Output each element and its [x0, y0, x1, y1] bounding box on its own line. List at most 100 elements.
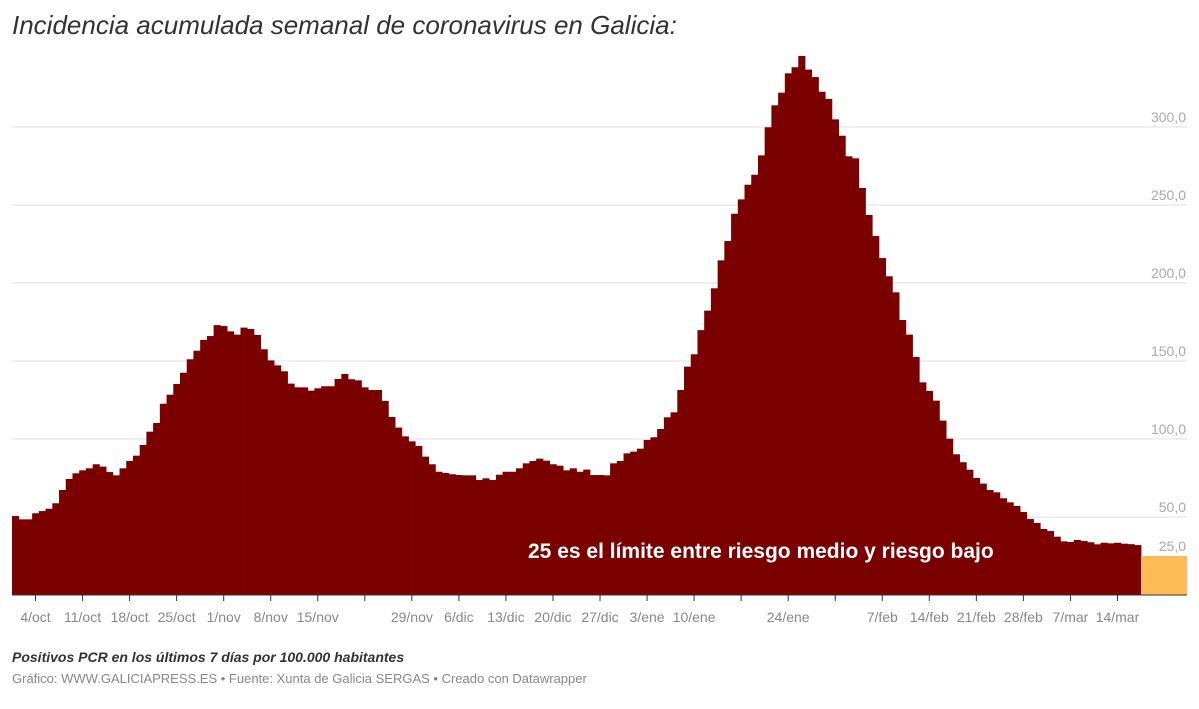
threshold-band — [1141, 556, 1187, 595]
bar — [972, 478, 981, 595]
bar — [885, 276, 893, 595]
bar — [1053, 536, 1061, 595]
bar — [321, 386, 329, 595]
bar — [421, 456, 430, 595]
bar — [1067, 541, 1075, 595]
bar — [45, 508, 53, 595]
bar — [341, 373, 349, 595]
bar — [38, 511, 46, 595]
y-tick-label: 150,0 — [1151, 343, 1186, 359]
bar — [1060, 541, 1068, 595]
bar — [610, 463, 618, 595]
bar — [1033, 522, 1041, 595]
bar — [1087, 542, 1095, 595]
bar — [300, 387, 309, 595]
bar — [287, 383, 295, 595]
bar — [1040, 529, 1048, 595]
bar — [381, 400, 389, 595]
bar — [186, 359, 194, 595]
chart-title: Incidencia acumulada semanal de coronavi… — [12, 10, 677, 40]
bar — [798, 56, 806, 595]
bar — [153, 422, 161, 595]
bar — [435, 471, 443, 595]
chart-byline: Gráfico: WWW.GALICIAPRESS.ES • Fuente: X… — [12, 671, 587, 686]
x-tick-label: 11/oct — [64, 609, 101, 625]
bar — [213, 325, 221, 595]
bar — [166, 394, 174, 595]
bar — [267, 360, 275, 595]
bar — [206, 336, 215, 595]
x-tick-label: 13/dic — [487, 609, 524, 625]
bar — [529, 461, 537, 595]
x-tick-label: 14/mar — [1096, 609, 1140, 625]
bar — [502, 471, 510, 595]
x-tick-label: 7/feb — [867, 609, 898, 625]
bar — [704, 310, 712, 595]
bar — [455, 475, 463, 595]
bar — [684, 366, 692, 595]
bar — [200, 339, 208, 595]
bar — [899, 319, 907, 595]
x-tick-label: 27/dic — [581, 609, 618, 625]
bar — [697, 330, 705, 595]
bar — [751, 174, 759, 596]
x-tick-label: 7/mar — [1053, 609, 1089, 625]
bar — [657, 429, 665, 595]
bar — [395, 427, 403, 595]
bar — [79, 470, 87, 595]
bar — [1080, 541, 1088, 595]
bar — [643, 439, 651, 595]
bar — [576, 471, 584, 595]
annotation-text: 25 es el límite entre riesgo medio y rie… — [528, 540, 994, 563]
bar — [1114, 542, 1122, 595]
bar — [112, 475, 120, 595]
bar — [771, 105, 779, 595]
bar — [825, 98, 833, 596]
bar — [388, 417, 396, 595]
bar — [811, 77, 819, 595]
bar — [563, 470, 571, 595]
bar — [448, 474, 456, 595]
bar — [778, 92, 786, 596]
bar — [878, 258, 887, 595]
bar — [1127, 544, 1135, 595]
bar — [946, 438, 954, 595]
bar — [314, 388, 322, 595]
bar — [952, 454, 960, 595]
bar — [280, 371, 288, 595]
x-tick-label: 25/oct — [158, 609, 196, 625]
bar — [744, 184, 752, 595]
bar — [569, 468, 577, 595]
bar — [119, 468, 127, 595]
bar — [925, 390, 934, 595]
bar — [583, 469, 591, 595]
bar — [838, 135, 846, 596]
bar — [522, 463, 530, 595]
bar — [193, 350, 201, 595]
bar — [939, 420, 947, 595]
bar — [1006, 502, 1014, 595]
bar — [227, 331, 235, 595]
bar — [516, 468, 524, 595]
bar — [993, 492, 1001, 595]
x-tick-label: 14/feb — [910, 609, 949, 625]
bar — [509, 471, 517, 595]
bar — [589, 475, 598, 595]
bar — [858, 188, 866, 595]
bar — [1020, 512, 1028, 595]
y-tick-label: 50,0 — [1159, 499, 1186, 515]
bar — [52, 503, 60, 595]
bar — [1134, 545, 1142, 595]
bar — [804, 69, 813, 596]
chart-notes: Positivos PCR en los últimos 7 días por … — [12, 649, 405, 665]
bar — [260, 349, 268, 595]
bar — [630, 451, 638, 595]
bar — [18, 519, 26, 595]
bar — [623, 453, 631, 595]
bar — [72, 473, 80, 595]
bar — [677, 390, 685, 595]
x-tick-label: 21/feb — [957, 609, 996, 625]
bar — [489, 480, 497, 595]
bar — [106, 472, 114, 595]
bar — [408, 441, 416, 595]
